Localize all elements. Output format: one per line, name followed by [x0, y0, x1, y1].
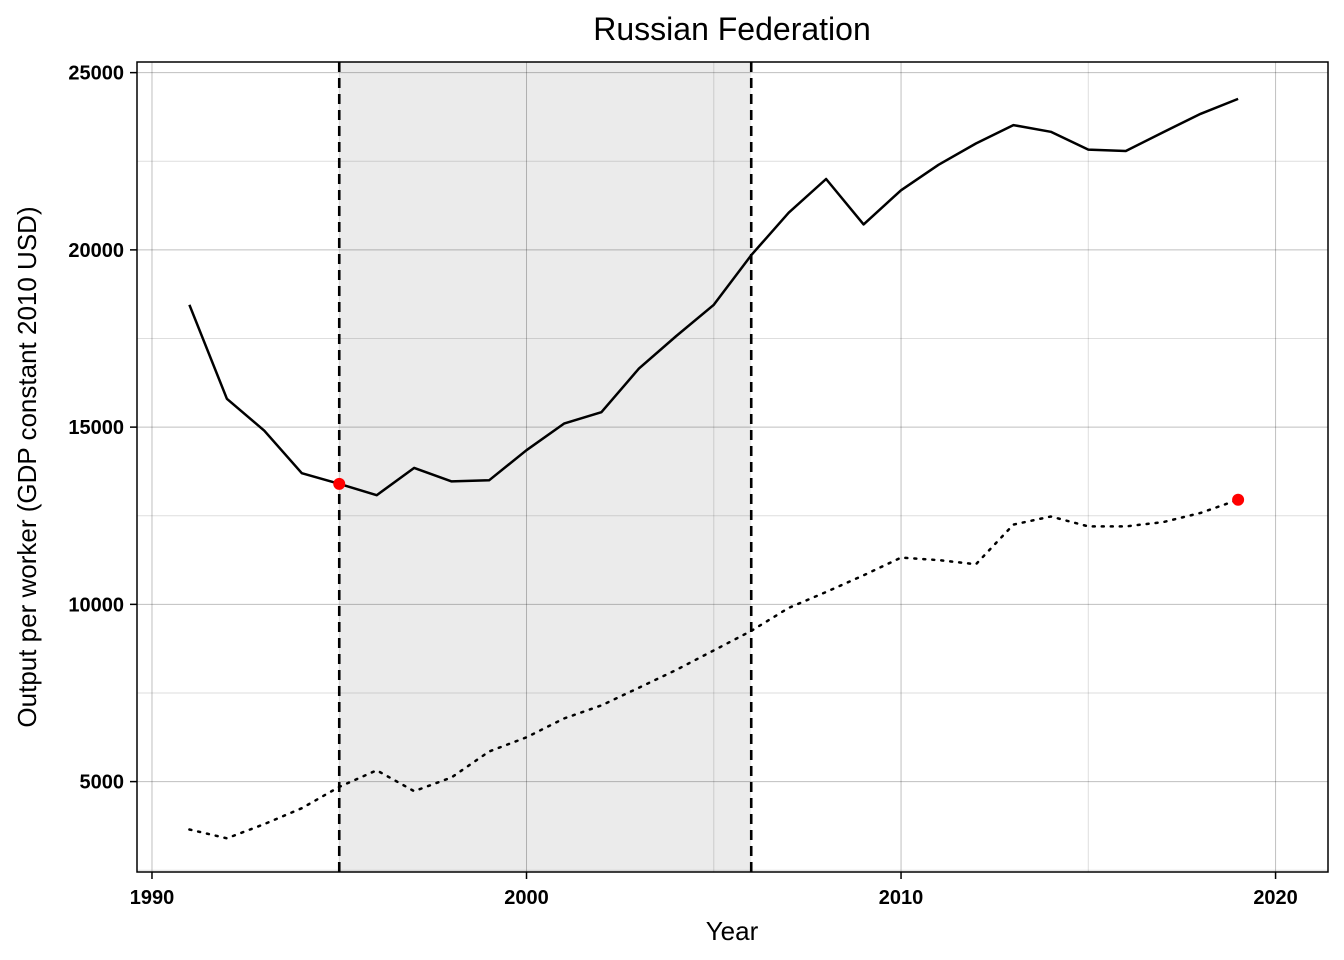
chart-title: Russian Federation	[593, 11, 870, 47]
x-tick-label: 2010	[879, 887, 924, 909]
x-tick-label: 1990	[130, 887, 175, 909]
y-tick-label: 5000	[80, 772, 125, 794]
plot-border	[136, 61, 1329, 873]
x-tick-label: 2020	[1253, 887, 1298, 909]
y-tick-label: 10000	[68, 594, 124, 616]
series-line-solid	[188, 97, 1239, 497]
y-tick-label: 25000	[68, 63, 124, 85]
plot-area: 1990 2000 2010 2020 5000 10000 15000 20000 25000	[68, 61, 1329, 909]
y-axis-title: Output per worker (GDP constant 2010 USD…	[12, 206, 42, 727]
highlight-point	[333, 477, 346, 490]
x-axis-title: Year	[706, 916, 759, 946]
y-tick-label: 15000	[68, 417, 124, 439]
series-line-dotted	[188, 498, 1240, 840]
highlight-point	[1232, 493, 1245, 506]
y-tick-label: 20000	[68, 240, 124, 262]
x-tick-label: 2000	[504, 887, 549, 909]
shaded-region	[339, 62, 752, 872]
